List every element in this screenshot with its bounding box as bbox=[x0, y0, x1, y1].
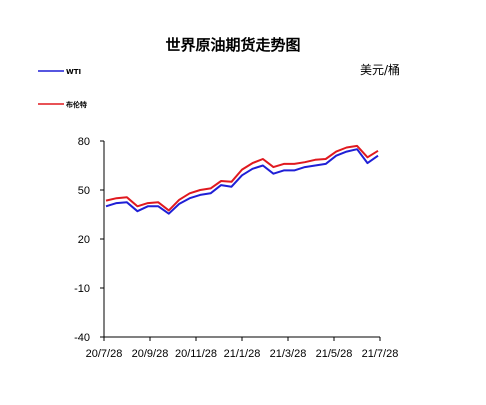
x-tick-label: 21/3/28 bbox=[270, 348, 307, 360]
y-tick-label: -40 bbox=[74, 332, 90, 344]
x-tick-label: 21/1/28 bbox=[224, 348, 261, 360]
chart-title: 世界原油期货走势图 bbox=[165, 36, 300, 54]
x-tick-label: 21/5/28 bbox=[316, 348, 353, 360]
x-tick-label: 20/9/28 bbox=[132, 348, 169, 360]
legend-label-brent: 布伦特 bbox=[66, 100, 87, 109]
unit-label: 美元/桶 bbox=[360, 62, 400, 77]
y-tick-label: 50 bbox=[78, 185, 90, 197]
x-tick-label: 21/7/28 bbox=[362, 348, 399, 360]
y-tick-label: -10 bbox=[74, 283, 90, 295]
x-tick-label: 20/7/28 bbox=[86, 348, 123, 360]
legend-label-wti: WTI bbox=[66, 68, 81, 76]
series-line-brent bbox=[105, 144, 379, 212]
x-tick-label: 20/11/28 bbox=[175, 348, 217, 360]
plot-area: 80 50 20 -10 -40 20/7/28 20/9/28 20/11/28 21/1/2… bbox=[74, 136, 398, 360]
legend: WTI 布伦特 bbox=[38, 68, 87, 109]
y-tick-label: 20 bbox=[78, 234, 90, 246]
series-line-wti bbox=[105, 148, 379, 215]
y-tick-label: 80 bbox=[78, 136, 90, 148]
